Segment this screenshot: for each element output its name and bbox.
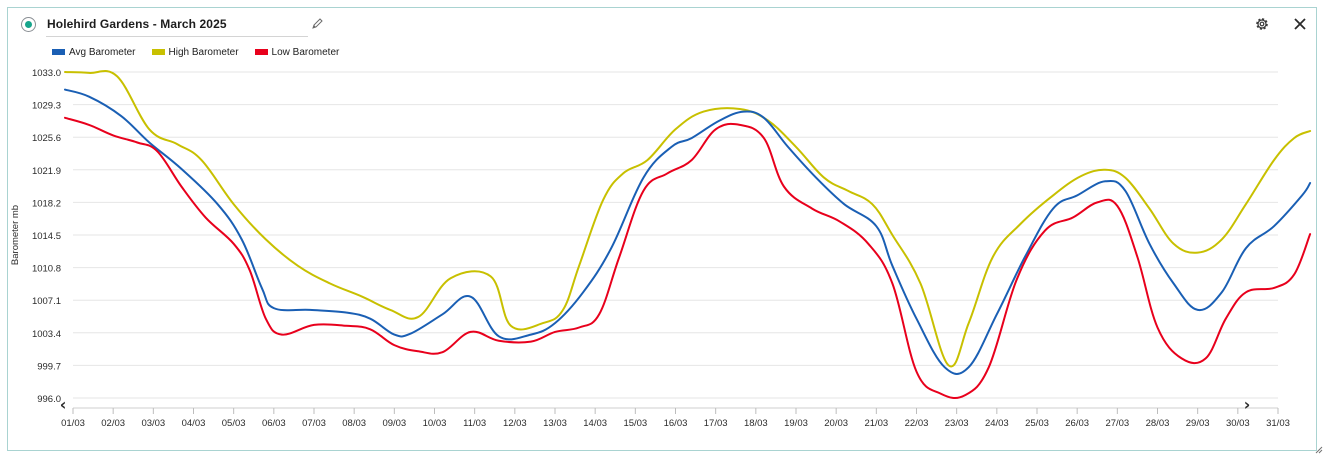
x-tick-label: 13/03 [543, 418, 567, 429]
x-tick-label: 29/03 [1186, 418, 1210, 429]
page-title: Holehird Gardens - March 2025 [47, 17, 227, 31]
x-tick-label: 23/03 [945, 418, 969, 429]
legend-label-high: High Barometer [168, 46, 239, 58]
chart-legend: Avg Barometer High Barometer Low Baromet… [52, 45, 339, 59]
y-tick-label: 1029.3 [32, 101, 61, 112]
x-tick-label: 26/03 [1065, 418, 1089, 429]
x-tick-label: 22/03 [905, 418, 929, 429]
chart-panel: Holehird Gardens - March 2025 Avg Barome… [7, 7, 1323, 454]
gear-icon[interactable] [1254, 16, 1270, 32]
x-tick-label: 24/03 [985, 418, 1009, 429]
x-tick-label: 08/03 [342, 418, 366, 429]
x-tick-label: 21/03 [864, 418, 888, 429]
x-tick-label: 10/03 [423, 418, 447, 429]
x-tick-label: 06/03 [262, 418, 286, 429]
y-tick-label: 1033.0 [32, 68, 61, 79]
x-tick-label: 25/03 [1025, 418, 1049, 429]
y-tick-label: 1007.1 [32, 296, 61, 307]
x-tick-label: 14/03 [583, 418, 607, 429]
x-tick-label: 27/03 [1105, 418, 1129, 429]
legend-label-low: Low Barometer [271, 46, 340, 58]
close-icon[interactable] [1293, 17, 1307, 31]
x-tick-label: 20/03 [824, 418, 848, 429]
y-tick-label: 1003.4 [32, 329, 61, 340]
series-line-high [64, 70, 1312, 368]
panel-header: Holehird Gardens - March 2025 [8, 8, 1316, 42]
prev-arrow-icon[interactable]: ‹ [60, 395, 67, 414]
x-tick-label: 18/03 [744, 418, 768, 429]
x-tick-label: 07/03 [302, 418, 326, 429]
title-field[interactable]: Holehird Gardens - March 2025 [46, 14, 308, 37]
resize-handle-icon[interactable] [1314, 445, 1323, 454]
y-axis-label: Barometer mb [10, 205, 21, 265]
y-tick-label: 1010.8 [32, 264, 61, 275]
x-tick-label: 09/03 [382, 418, 406, 429]
line-chart: 1033.0 1029.3 1025.6 1021.9 1018.2 1014.5 1010… [10, 68, 1312, 429]
y-tick-label: 999.7 [37, 361, 61, 372]
x-tick-label: 05/03 [222, 418, 246, 429]
x-tick-label: 12/03 [503, 418, 527, 429]
y-tick-label: 1018.2 [32, 198, 61, 209]
legend-item-low[interactable]: Low Barometer [254, 45, 340, 59]
x-tick-label: 01/03 [61, 418, 85, 429]
x-tick-label: 17/03 [704, 418, 728, 429]
legend-swatch-low [254, 49, 268, 55]
x-tick-label: 30/03 [1226, 418, 1250, 429]
x-tick-label: 11/03 [463, 418, 486, 429]
pencil-icon[interactable] [310, 17, 324, 31]
status-dot-icon [21, 17, 36, 32]
legend-item-avg[interactable]: Avg Barometer [52, 45, 136, 59]
series-line-low [64, 116, 1312, 400]
x-tick-label: 02/03 [101, 418, 125, 429]
series-line-avg [64, 88, 1312, 376]
x-tick-label: 15/03 [623, 418, 647, 429]
y-tick-label: 1021.9 [32, 166, 61, 177]
x-tick-label: 31/03 [1266, 418, 1290, 429]
x-tick-label: 04/03 [182, 418, 206, 429]
x-tick-label: 16/03 [664, 418, 688, 429]
legend-swatch-high [151, 49, 165, 55]
legend-swatch-avg [52, 49, 65, 55]
x-tick-label: 03/03 [141, 418, 165, 429]
legend-item-high[interactable]: High Barometer [151, 45, 239, 59]
x-tick-label: 19/03 [784, 418, 808, 429]
y-tick-label: 996.0 [37, 394, 61, 405]
next-arrow-icon[interactable]: › [1244, 395, 1251, 414]
y-tick-label: 1025.6 [32, 133, 61, 144]
y-tick-label: 1014.5 [32, 231, 61, 242]
x-tick-label: 28/03 [1146, 418, 1170, 429]
legend-label-avg: Avg Barometer [69, 46, 136, 58]
